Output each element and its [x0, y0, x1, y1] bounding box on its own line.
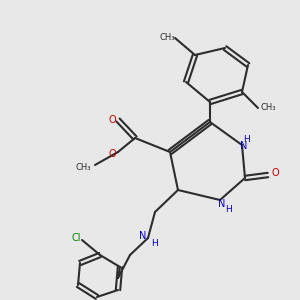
Text: N: N [218, 199, 226, 209]
Text: N: N [139, 231, 147, 241]
Text: CH₃: CH₃ [159, 34, 175, 43]
Text: O: O [108, 149, 116, 159]
Text: H: H [226, 206, 232, 214]
Text: CH₃: CH₃ [260, 103, 276, 112]
Text: O: O [108, 115, 116, 125]
Text: N: N [240, 141, 248, 151]
Text: H: H [151, 238, 158, 247]
Text: H: H [244, 136, 250, 145]
Text: O: O [271, 168, 279, 178]
Text: Cl: Cl [71, 233, 81, 243]
Text: CH₃: CH₃ [75, 163, 91, 172]
